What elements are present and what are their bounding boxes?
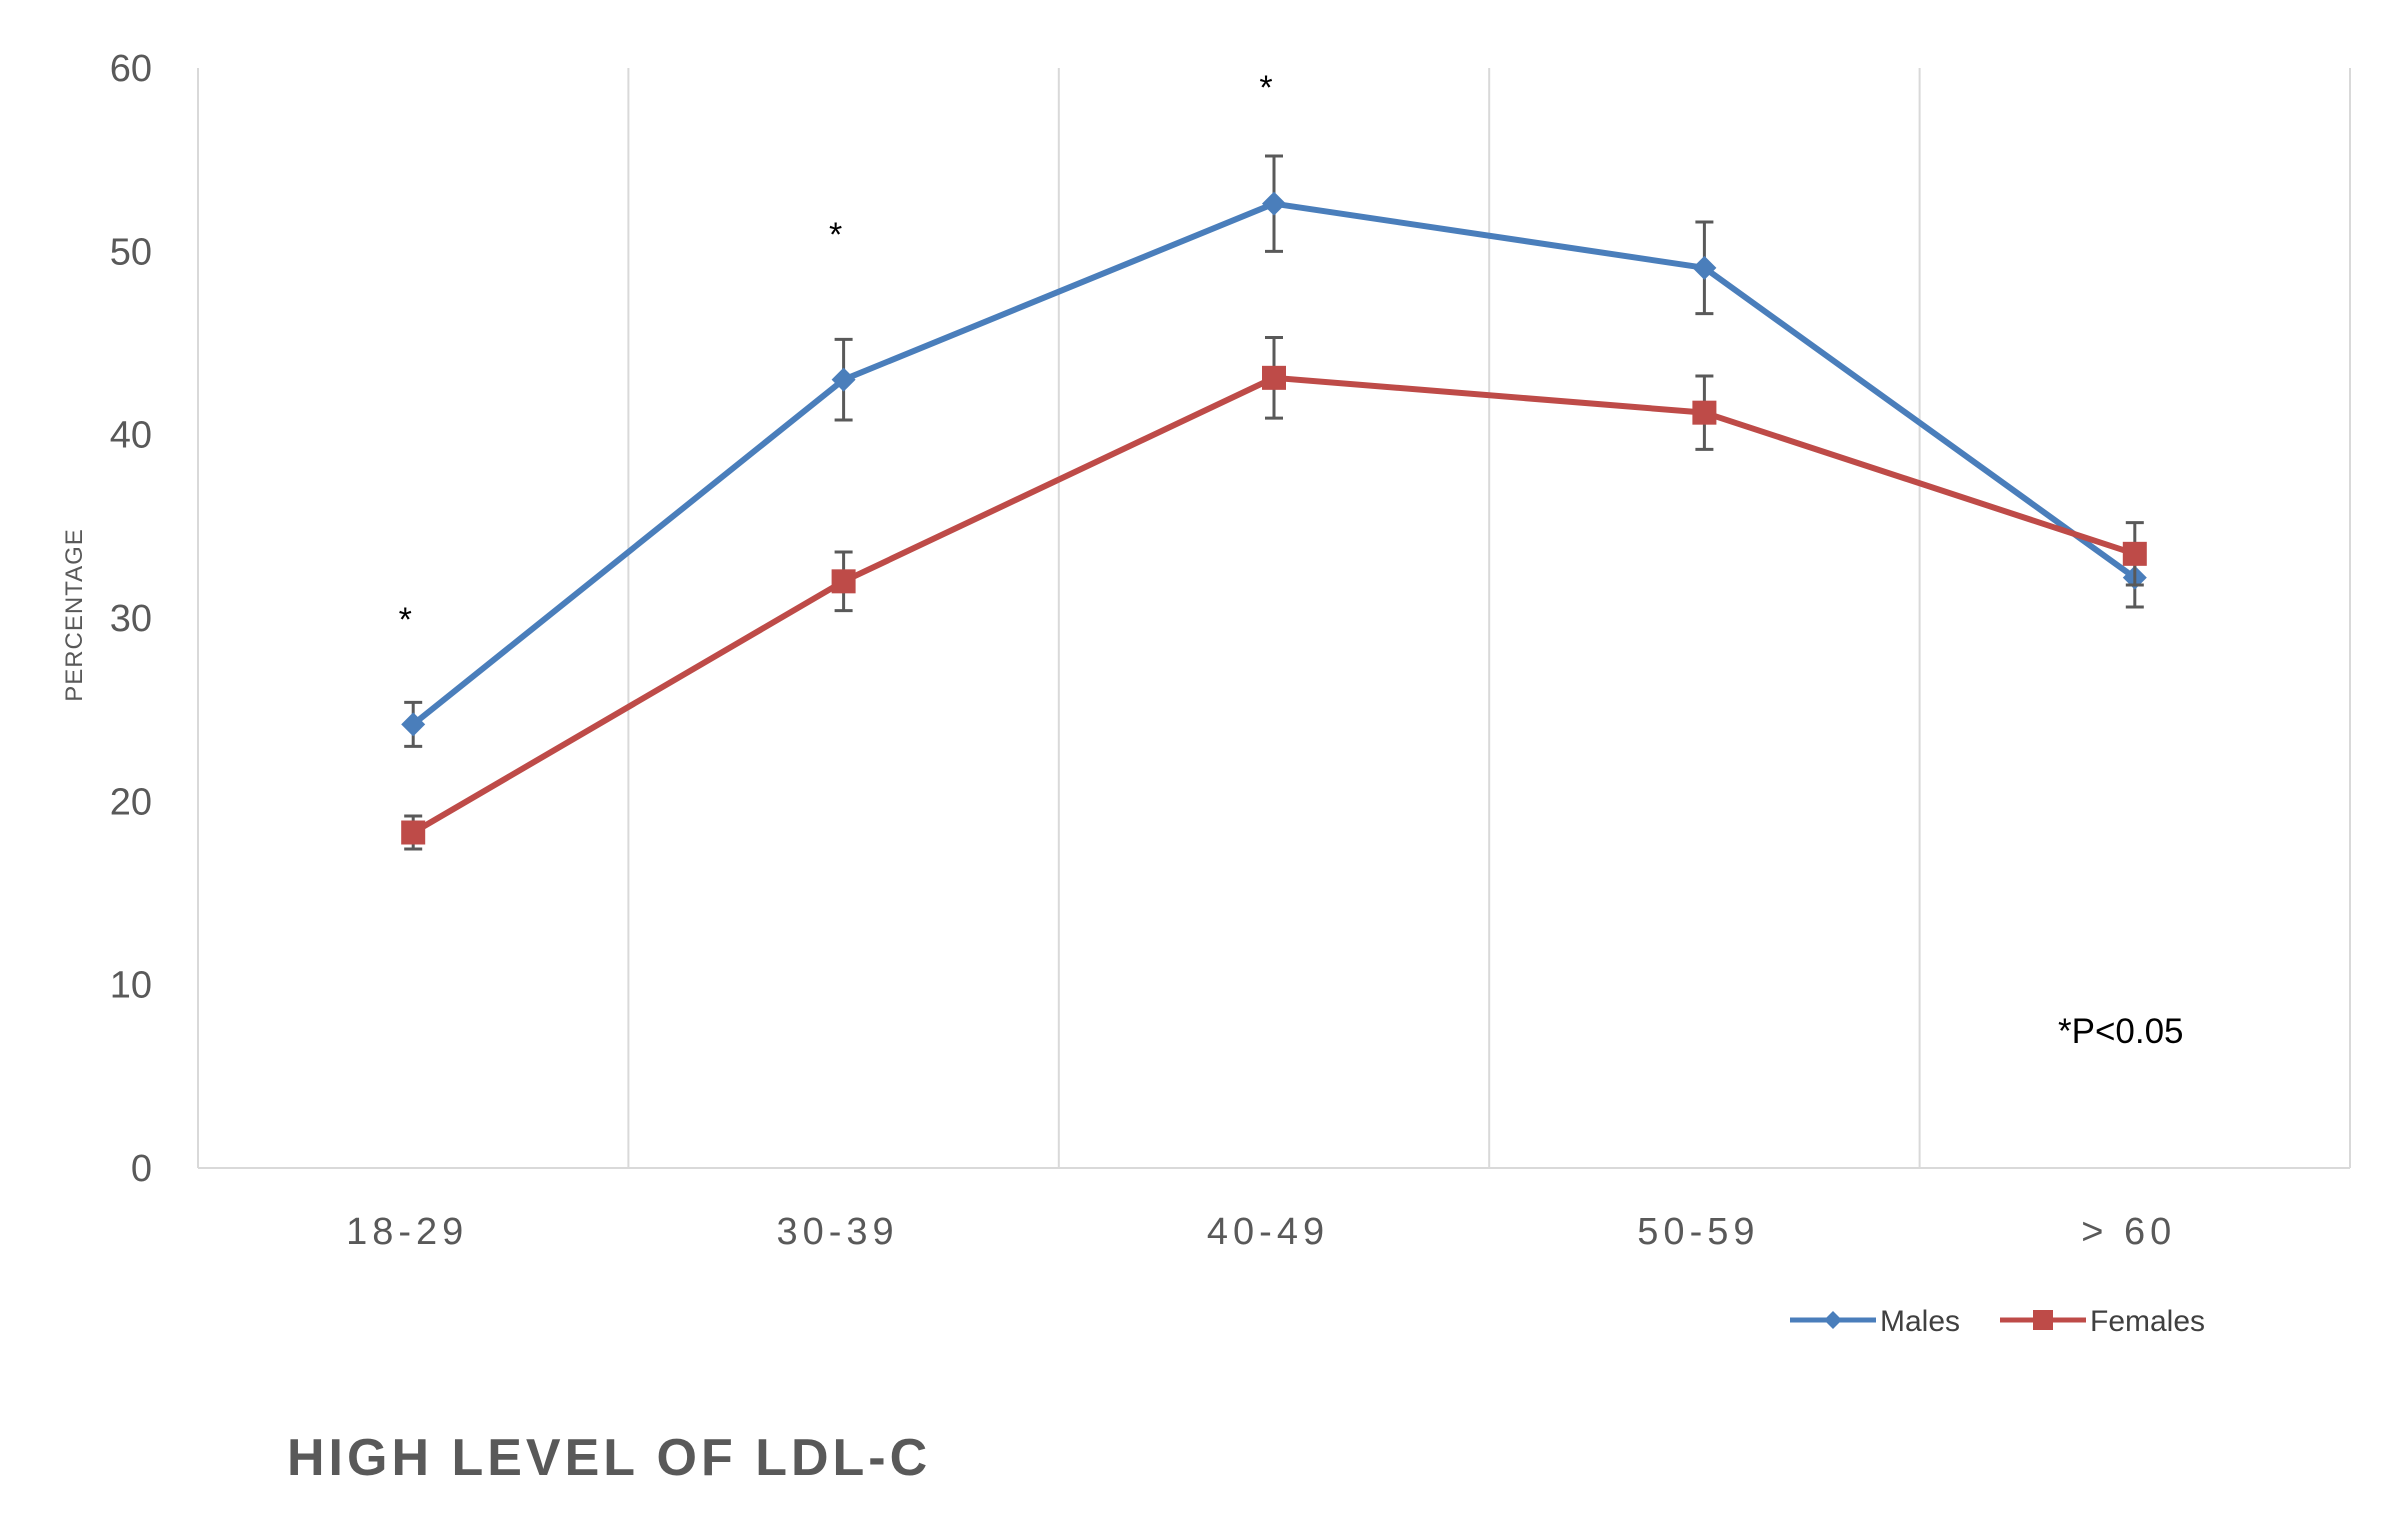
data-point-males — [401, 712, 426, 737]
labels: * * * — [399, 69, 1273, 639]
chart-title: HIGH LEVEL OF LDL-C — [287, 1429, 931, 1487]
y-axis-label: PERCENTAGE — [61, 528, 88, 702]
legend-label: Females — [2090, 1305, 2205, 1338]
significance-marker: * — [1259, 69, 1272, 107]
y-tick-label: 0 — [131, 1148, 152, 1190]
x-tick-label: 18-29 — [346, 1211, 468, 1253]
y-tick-label: 40 — [110, 415, 152, 457]
data-point-males — [831, 367, 856, 392]
legend: Males Females — [1790, 1305, 2205, 1338]
y-tick-label: 20 — [110, 781, 152, 823]
data-point-females — [401, 820, 426, 845]
legend-item-males: Males — [1790, 1305, 1960, 1338]
legend-marker — [2033, 1310, 2053, 1330]
y-tick-label: 30 — [110, 598, 152, 640]
x-tick-label: 50-59 — [1637, 1211, 1759, 1253]
y-tick-label: 10 — [110, 965, 152, 1007]
series — [401, 154, 2147, 851]
axes: 0 10 20 30 40 50 60 18-29 30-39 40-49 50-59 > 60 — [110, 48, 2350, 1253]
x-tick-label: 40-49 — [1207, 1211, 1329, 1253]
p-value-note: *P<0.05 — [2058, 1012, 2184, 1051]
data-point-males — [1692, 255, 1717, 280]
data-point-females — [1262, 365, 1286, 390]
x-tick-label: > 60 — [2081, 1211, 2176, 1253]
series-line-females — [411, 374, 2136, 836]
legend-label: Males — [1880, 1305, 1960, 1338]
data-point-females — [831, 569, 856, 594]
grid — [197, 68, 2351, 1168]
x-tick-label: 30-39 — [776, 1211, 898, 1253]
significance-marker: * — [829, 216, 842, 254]
data-point-males — [1262, 191, 1286, 216]
data-point-females — [1692, 400, 1717, 425]
y-tick-label: 60 — [110, 48, 152, 90]
significance-marker: * — [399, 601, 412, 639]
y-tick-label: 50 — [110, 231, 152, 273]
data-point-females — [2122, 541, 2147, 566]
legend-marker — [1824, 1311, 1842, 1329]
legend-item-females: Females — [2000, 1305, 2205, 1338]
series-line-males — [411, 200, 2137, 727]
